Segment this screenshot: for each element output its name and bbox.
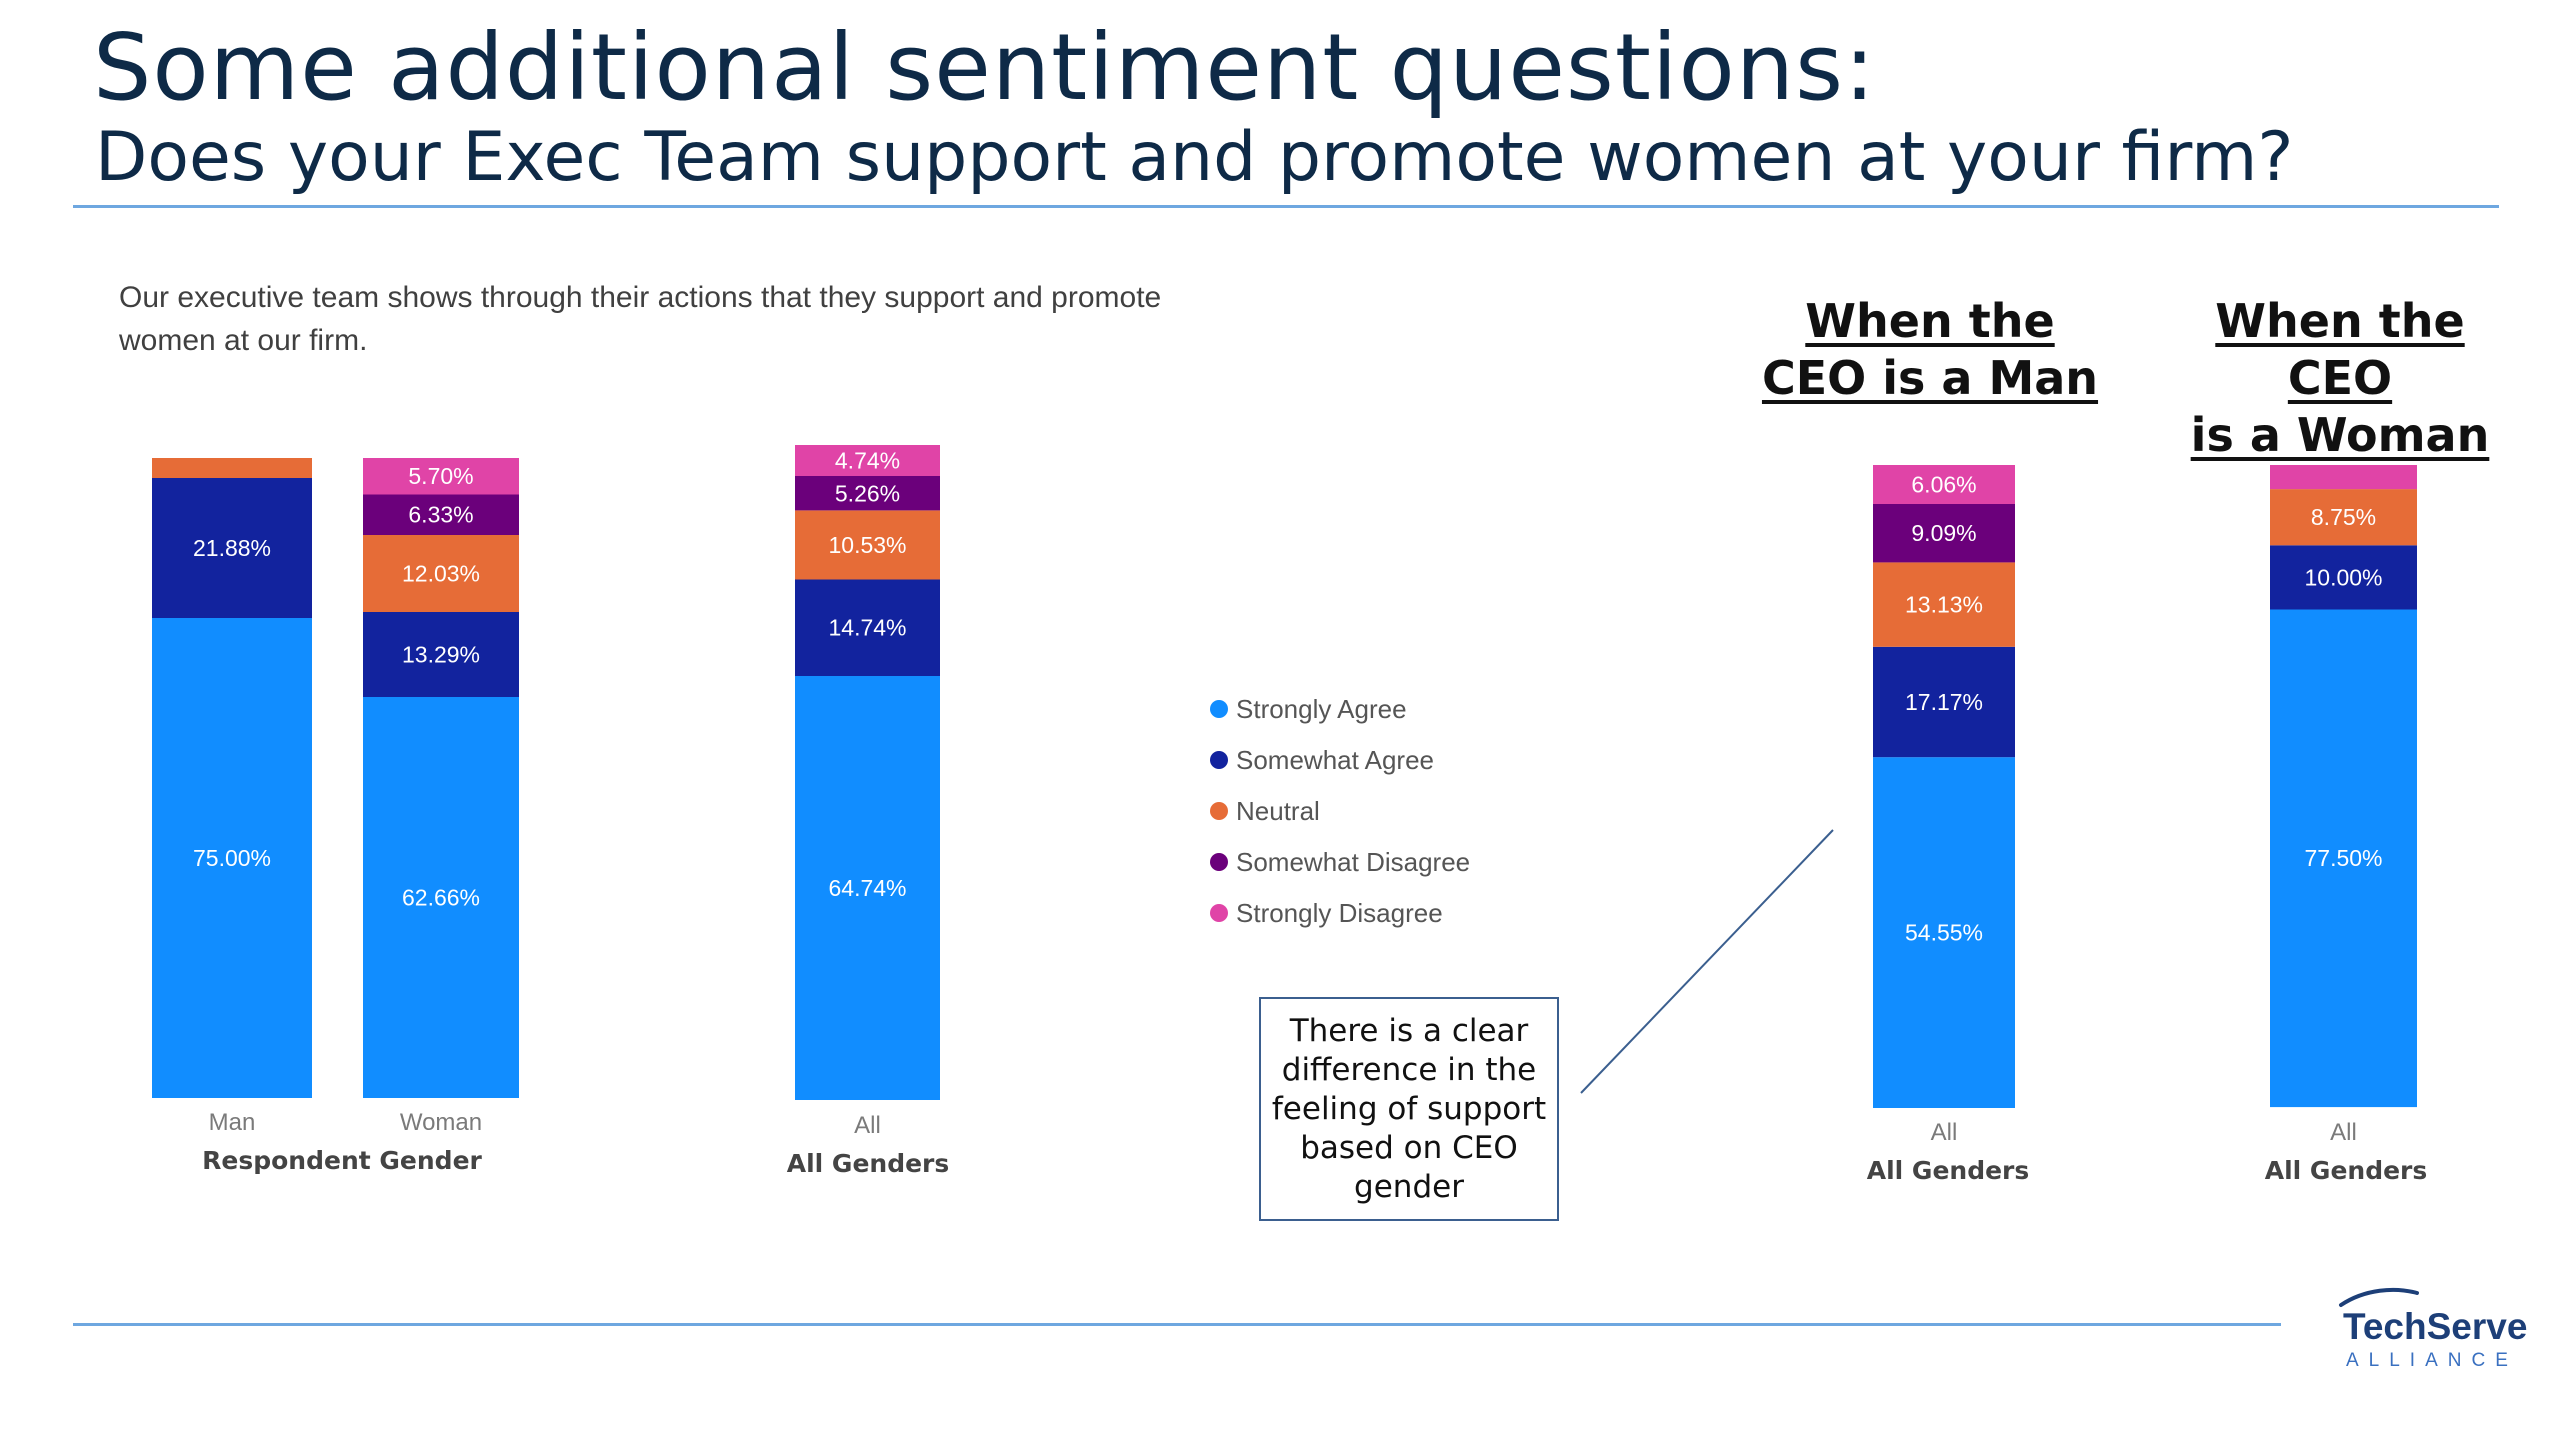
bar-segment-somewhat-agree[interactable]	[152, 478, 312, 618]
legend-label: Strongly Disagree	[1236, 897, 1443, 928]
bar-segment-somewhat-agree[interactable]	[2270, 545, 2417, 610]
chart-legend: Strongly Agree Somewhat Agree Neutral So…	[1210, 683, 1470, 938]
data-label: 6.06%	[1911, 472, 1976, 498]
bar-segment-somewhat-agree[interactable]	[1873, 646, 2015, 758]
legend-item-neutral[interactable]: Neutral	[1210, 785, 1470, 836]
data-label: 10.00%	[2304, 564, 2382, 590]
ceo-man-heading-line2: CEO is a Man	[1761, 351, 2099, 405]
data-label: 62.66%	[402, 885, 480, 911]
x-axis-title: Respondent Gender	[202, 1146, 482, 1175]
legend-item-somewhat-agree[interactable]: Somewhat Agree	[1210, 734, 1470, 785]
bar-segment-strongly-agree[interactable]	[1873, 757, 2015, 1108]
x-tick-label: All	[1931, 1119, 1958, 1146]
data-label: 54.55%	[1905, 920, 1983, 946]
legend-label: Strongly Agree	[1236, 693, 1407, 724]
data-label: 5.70%	[408, 463, 473, 489]
legend-swatch-neutral	[1210, 801, 1228, 820]
bar-segment-strongly-agree[interactable]	[363, 697, 519, 1098]
legend-item-strongly-agree[interactable]: Strongly Agree	[1210, 683, 1470, 734]
legend-label: Neutral	[1236, 795, 1320, 826]
ceo-man-heading-line1: When the	[1805, 294, 2055, 348]
data-label: 6.33%	[408, 502, 473, 528]
top-divider	[73, 205, 2499, 208]
legend-swatch-somewhat-disagree	[1210, 852, 1228, 871]
data-label: 77.50%	[2304, 845, 2382, 871]
x-tick-label: All	[854, 1112, 881, 1139]
bar-segment-neutral[interactable]	[1873, 562, 2015, 647]
x-tick-label: Man	[209, 1109, 256, 1136]
data-label: 21.88%	[193, 535, 271, 561]
bar-segment-strongly-agree[interactable]	[2270, 609, 2417, 1108]
bar-segment-somewhat-disagree[interactable]	[795, 476, 940, 511]
data-label: 4.74%	[835, 448, 900, 474]
legend-swatch-strongly-agree	[1210, 699, 1228, 718]
logo-name: TechServe	[2343, 1306, 2528, 1347]
data-label: 12.03%	[402, 561, 480, 587]
legend-item-somewhat-disagree[interactable]: Somewhat Disagree	[1210, 836, 1470, 887]
logo-swoosh-icon	[2339, 1287, 2419, 1307]
bar-segment-somewhat-agree[interactable]	[363, 612, 519, 697]
bar-segment-neutral[interactable]	[363, 535, 519, 612]
data-label: 5.26%	[835, 480, 900, 506]
x-tick-label: All	[2330, 1119, 2357, 1146]
ceo-woman-heading: When the CEO is a Woman	[2160, 293, 2520, 464]
legend-item-strongly-disagree[interactable]: Strongly Disagree	[1210, 887, 1470, 938]
x-axis-title: All Genders	[1867, 1156, 2030, 1185]
ceo-man-heading: When the CEO is a Man	[1760, 293, 2100, 407]
ceo-woman-heading-line1: When the CEO	[2215, 294, 2465, 405]
data-label: 10.53%	[828, 532, 906, 558]
slide-title: Some additional sentiment questions:	[93, 14, 1877, 121]
legend-swatch-strongly-disagree	[1210, 903, 1228, 922]
bar-segment-neutral[interactable]	[2270, 489, 2417, 546]
data-label: 75.00%	[193, 845, 271, 871]
bar-segment-strongly-disagree[interactable]	[363, 458, 519, 495]
bar-segment-strongly-agree[interactable]	[795, 676, 940, 1100]
data-label: 13.29%	[402, 642, 480, 668]
data-label: 13.13%	[1905, 592, 1983, 618]
legend-swatch-somewhat-agree	[1210, 750, 1228, 769]
bar-segment-strongly-disagree[interactable]	[2270, 465, 2417, 490]
data-label: 8.75%	[2311, 504, 2376, 530]
bottom-divider	[73, 1323, 2281, 1326]
logo-subtitle: ALLIANCE	[2346, 1350, 2518, 1371]
x-axis-title: All Genders	[2265, 1156, 2428, 1185]
x-tick-label: Woman	[400, 1109, 482, 1136]
ceo-woman-heading-line2: is a Woman	[2190, 408, 2490, 462]
data-label: 17.17%	[1905, 689, 1983, 715]
techserve-logo: TechServe ALLIANCE	[2335, 1287, 2545, 1387]
callout-text: There is a clear difference in the feeli…	[1271, 1012, 1547, 1205]
bar-segment-strongly-disagree[interactable]	[795, 445, 940, 476]
legend-label: Somewhat Disagree	[1236, 846, 1471, 877]
slide-subtitle: Does your Exec Team support and promote …	[95, 118, 2294, 197]
callout-box: There is a clear difference in the feeli…	[1259, 997, 1559, 1221]
bar-segment-somewhat-agree[interactable]	[795, 579, 940, 677]
bar-segment-neutral[interactable]	[795, 510, 940, 580]
survey-question: Our executive team shows through their a…	[119, 281, 1162, 357]
data-label: 64.74%	[828, 875, 906, 901]
bar-segment-somewhat-disagree[interactable]	[363, 494, 519, 536]
bar-segment-neutral[interactable]	[152, 458, 312, 478]
bar-segment-strongly-agree[interactable]	[152, 618, 312, 1098]
x-axis-title: All Genders	[787, 1149, 950, 1178]
data-label: 9.09%	[1911, 520, 1976, 546]
bar-segment-strongly-disagree[interactable]	[1873, 465, 2015, 504]
data-label: 14.74%	[828, 615, 906, 641]
legend-label: Somewhat Agree	[1236, 744, 1435, 775]
bar-segment-somewhat-disagree[interactable]	[1873, 504, 2015, 563]
